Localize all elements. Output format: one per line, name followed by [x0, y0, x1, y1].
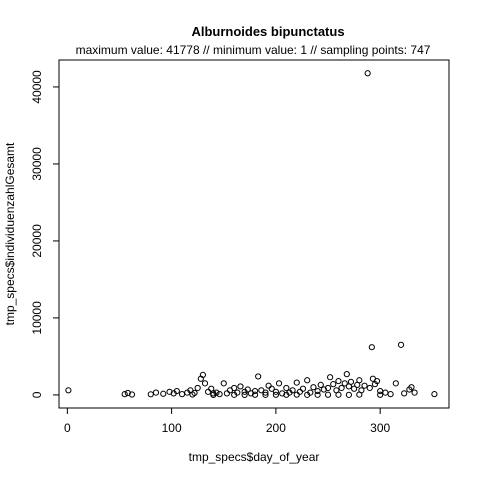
data-point	[310, 384, 317, 391]
data-point	[343, 371, 350, 378]
data-point	[237, 383, 244, 390]
data-point	[293, 391, 300, 398]
x-tick-label: 0	[64, 421, 71, 435]
y-tick-label: 20000	[30, 224, 44, 258]
data-point	[345, 391, 352, 398]
data-point	[330, 381, 337, 388]
data-point	[408, 384, 415, 391]
data-point	[299, 385, 307, 392]
data-point	[160, 390, 167, 397]
x-axis-label: tmp_specs$day_of_year	[189, 450, 320, 464]
data-point	[128, 391, 136, 398]
data-point	[411, 389, 418, 396]
data-point	[272, 391, 279, 398]
data-point	[173, 387, 180, 395]
data-point	[223, 390, 230, 397]
data-point	[199, 371, 207, 378]
data-point	[364, 70, 371, 77]
data-point	[205, 388, 212, 395]
data-point	[262, 389, 269, 396]
data-point	[178, 391, 186, 398]
data-point	[373, 377, 381, 385]
data-point	[268, 385, 275, 392]
data-point	[382, 389, 389, 396]
data-point	[65, 387, 72, 394]
data-point	[251, 391, 259, 398]
data-point	[272, 388, 279, 395]
data-point	[324, 384, 332, 392]
data-point	[210, 391, 217, 398]
data-point	[356, 377, 363, 384]
data-point	[401, 390, 408, 397]
data-point	[121, 391, 128, 398]
data-point	[431, 391, 438, 398]
data-point	[283, 391, 290, 398]
data-point	[231, 384, 238, 392]
x-tick-label: 300	[370, 421, 390, 435]
plot-box	[58, 59, 450, 409]
data-point	[317, 381, 324, 389]
y-tick-label: 40000	[30, 70, 44, 104]
data-point	[338, 384, 345, 392]
data-point	[335, 377, 342, 385]
data-point	[335, 391, 342, 398]
data-point	[361, 382, 368, 389]
chart-subtitle: maximum value: 41778 // minimum value: 1…	[76, 43, 431, 57]
data-points	[65, 70, 438, 399]
data-point	[289, 387, 296, 394]
x-tick-label: 200	[266, 421, 286, 435]
data-point	[124, 389, 131, 397]
data-point	[275, 380, 283, 387]
data-point	[216, 391, 223, 398]
data-point	[351, 385, 358, 392]
data-point	[201, 380, 209, 387]
data-point	[377, 391, 384, 398]
data-point	[251, 387, 259, 395]
y-tick-label: 30000	[30, 147, 44, 181]
chart-title: Alburnoides bipunctatus	[191, 24, 344, 39]
data-point	[279, 390, 286, 397]
data-point	[324, 391, 332, 398]
data-point	[368, 344, 375, 351]
data-point	[314, 391, 321, 398]
x-axis: 0 100 200 300	[64, 408, 391, 435]
data-point	[366, 384, 373, 392]
data-point	[304, 391, 311, 398]
data-point	[296, 388, 303, 395]
data-point	[320, 386, 327, 393]
data-point	[283, 384, 290, 392]
data-point	[304, 377, 311, 384]
data-point	[147, 391, 154, 398]
data-point	[244, 386, 251, 393]
data-point	[397, 341, 405, 348]
data-point	[392, 380, 399, 387]
x-tick-label: 100	[162, 421, 182, 435]
y-axis-label: tmp_specs$individuenzahlGesamt	[3, 142, 17, 325]
data-point	[231, 391, 238, 398]
data-point	[356, 391, 363, 398]
data-point	[293, 379, 300, 386]
data-point	[166, 388, 173, 395]
y-tick-label: 10000	[30, 301, 44, 335]
data-point	[387, 391, 394, 398]
data-point	[265, 382, 272, 389]
data-point	[327, 374, 334, 381]
y-tick-label: 0	[30, 391, 44, 398]
data-point	[347, 378, 355, 385]
data-point	[191, 389, 198, 397]
data-point	[314, 387, 321, 395]
data-point	[255, 373, 262, 380]
data-point	[341, 380, 348, 387]
data-point	[152, 389, 160, 396]
data-point	[241, 391, 248, 399]
data-point	[220, 380, 227, 387]
y-axis: 0 10000 20000 30000 40000	[30, 70, 59, 398]
data-point	[262, 391, 269, 398]
data-point	[194, 384, 201, 392]
